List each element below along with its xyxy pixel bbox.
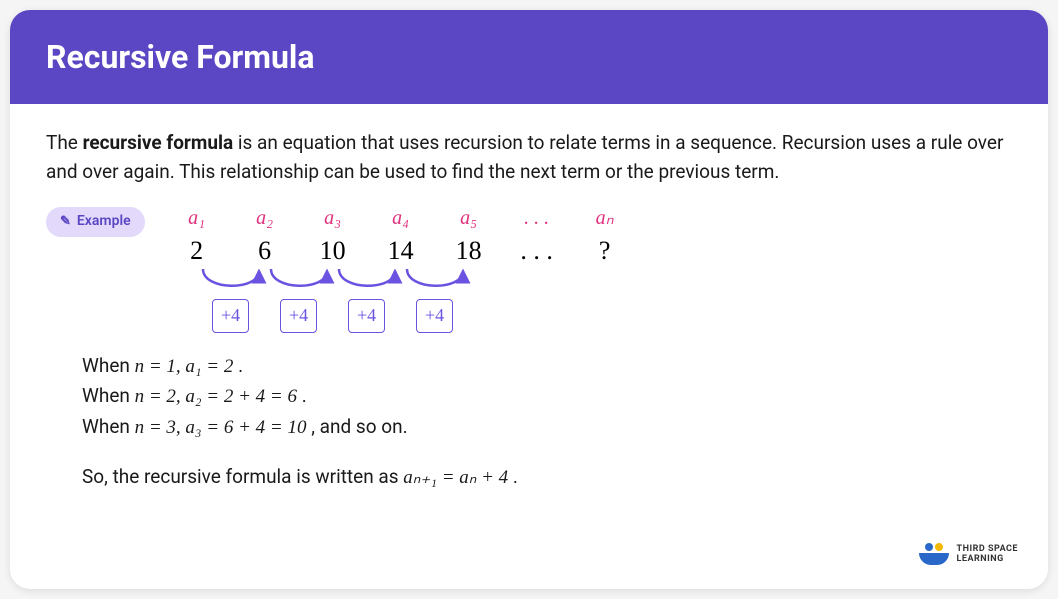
term-value: ?	[571, 231, 639, 267]
lesson-card: Recursive Formula The recursive formula …	[10, 10, 1048, 589]
example-badge: ✎ Example	[46, 207, 145, 237]
card-title: Recursive Formula	[46, 38, 1012, 76]
card-content: The recursive formula is an equation tha…	[10, 104, 1048, 517]
term-label: a₅	[435, 203, 503, 231]
term-value: . . .	[503, 231, 571, 267]
intro-paragraph: The recursive formula is an equation tha…	[46, 128, 1012, 187]
conclusion: So, the recursive formula is written as …	[82, 462, 1012, 492]
card-header: Recursive Formula	[10, 10, 1048, 104]
term-value: 6	[231, 231, 299, 267]
step-box: +4	[280, 299, 317, 333]
example-section: ✎ Example a₁a₂a₃a₄a₅. . .aₙ 26101418. . …	[46, 203, 1012, 333]
term-value: 10	[299, 231, 367, 267]
intro-bold: recursive formula	[83, 131, 234, 154]
step-boxes-row: +4 +4 +4 +4	[163, 299, 639, 333]
pencil-icon: ✎	[60, 212, 71, 232]
term-label: . . .	[503, 203, 571, 231]
term-label: a₄	[367, 203, 435, 231]
explain-line: When n = 3, a₃ = 6 + 4 = 10 , and so on.	[82, 412, 1012, 442]
example-badge-label: Example	[77, 211, 131, 233]
sequence-diagram: a₁a₂a₃a₄a₅. . .aₙ 26101418. . .? +4+4+4+…	[163, 203, 639, 333]
brand-logo: THIRD SPACE LEARNING	[917, 543, 1018, 567]
term-label: aₙ	[571, 203, 639, 231]
term-label: a₁	[163, 203, 231, 231]
arrows-row	[163, 267, 639, 299]
term-value: 2	[163, 231, 231, 267]
step-box: +4	[416, 299, 453, 333]
logo-text: THIRD SPACE LEARNING	[957, 545, 1018, 565]
step-box: +4	[212, 299, 249, 333]
explanation-lines: When n = 1, a₁ = 2 .When n = 2, a₂ = 2 +…	[82, 351, 1012, 442]
term-label: a₃	[299, 203, 367, 231]
term-value: 14	[367, 231, 435, 267]
step-box: +4	[348, 299, 385, 333]
explain-line: When n = 2, a₂ = 2 + 4 = 6 .	[82, 381, 1012, 411]
term-value: 18	[435, 231, 503, 267]
term-labels-row: a₁a₂a₃a₄a₅. . .aₙ	[163, 203, 639, 231]
term-values-row: 26101418. . .?	[163, 231, 639, 267]
term-label: a₂	[231, 203, 299, 231]
logo-mark-icon	[917, 543, 949, 567]
conclusion-formula: aₙ₊₁ = aₙ + 4	[403, 467, 508, 488]
explain-line: When n = 1, a₁ = 2 .	[82, 351, 1012, 381]
